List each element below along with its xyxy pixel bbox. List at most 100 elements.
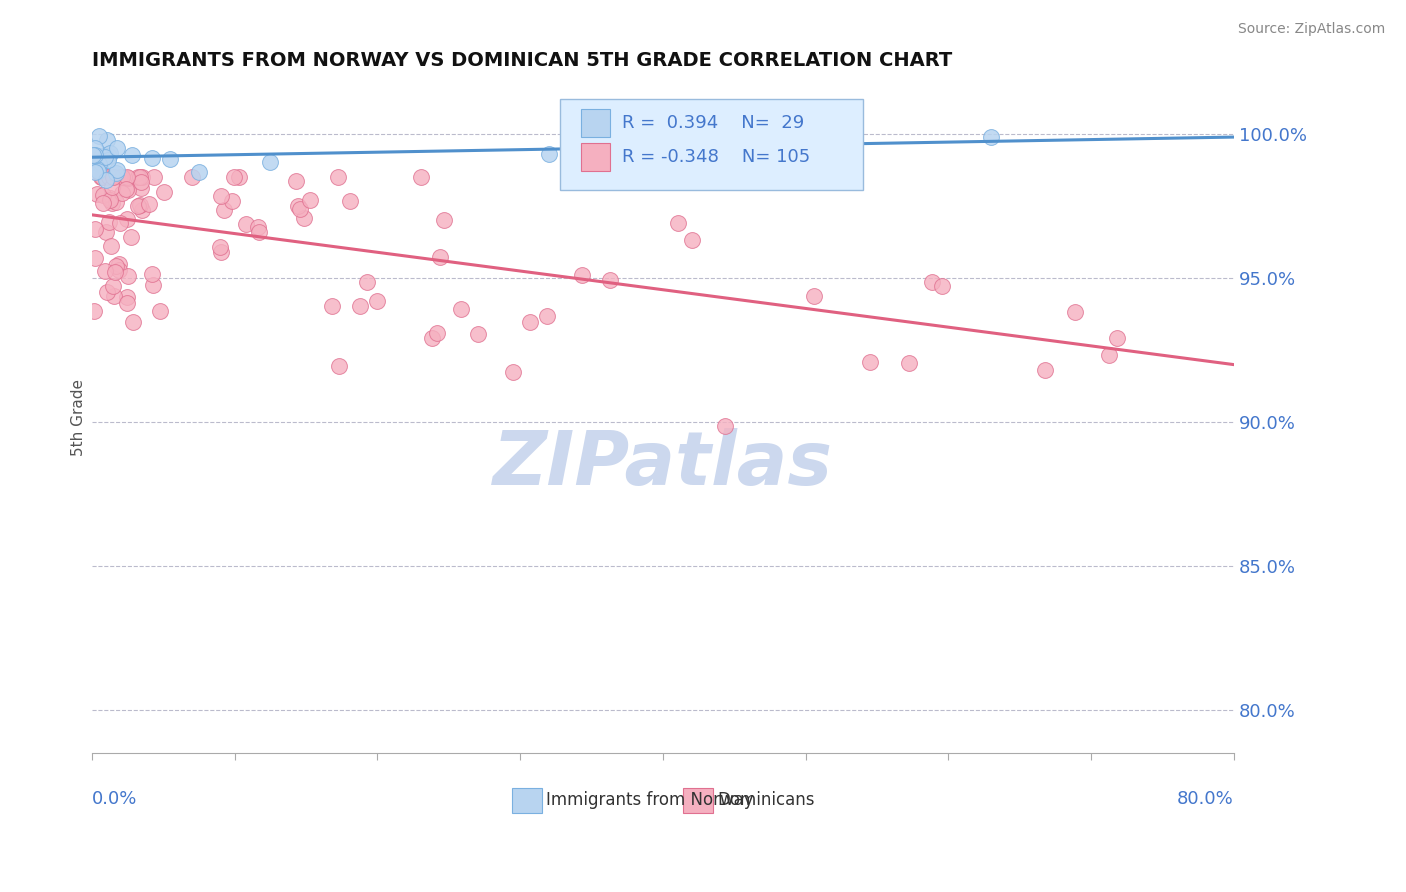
Point: [111, 186, 134, 200]
Point: [681, 233, 703, 247]
Point: [117, 171, 139, 186]
Point: [83, 304, 105, 318]
Point: [713, 419, 735, 434]
Point: [129, 181, 152, 195]
Point: [98, 215, 121, 229]
Point: [98, 170, 121, 185]
Point: [120, 229, 142, 244]
Point: [86, 162, 108, 177]
Point: [581, 129, 603, 144]
Point: [209, 188, 232, 202]
Point: [89, 157, 111, 171]
Point: [101, 196, 124, 211]
Point: [131, 170, 153, 185]
Point: [1033, 362, 1056, 376]
Point: [122, 315, 145, 329]
Point: [599, 273, 621, 287]
Point: [107, 257, 129, 271]
Point: [129, 175, 152, 189]
Point: [129, 170, 152, 185]
Point: [111, 170, 134, 185]
Point: [235, 217, 257, 231]
Point: [287, 199, 309, 213]
Point: [89, 128, 111, 143]
Point: [803, 289, 825, 303]
Point: [104, 259, 127, 273]
Point: [89, 157, 111, 171]
Point: [97, 149, 120, 163]
Point: [83, 252, 105, 266]
Point: [111, 170, 134, 185]
Point: [153, 185, 176, 199]
Point: [349, 299, 371, 313]
Text: R =  0.394    N=  29: R = 0.394 N= 29: [621, 114, 804, 132]
Point: [127, 199, 149, 213]
Point: [298, 193, 321, 207]
FancyBboxPatch shape: [683, 789, 713, 814]
Text: ZIPatlas: ZIPatlas: [492, 428, 832, 501]
Point: [101, 170, 124, 185]
Point: [426, 326, 449, 340]
Point: [121, 147, 143, 161]
Point: [129, 198, 152, 212]
Point: [82, 148, 104, 162]
Point: [98, 145, 121, 160]
Point: [84, 141, 107, 155]
Point: [519, 316, 541, 330]
Point: [159, 153, 181, 167]
Point: [288, 202, 311, 217]
Point: [94, 172, 117, 186]
Point: [921, 275, 943, 289]
Point: [115, 182, 138, 196]
FancyBboxPatch shape: [560, 99, 863, 190]
Point: [141, 268, 163, 282]
Point: [571, 268, 593, 282]
Point: [284, 174, 307, 188]
Point: [149, 304, 172, 318]
Text: Dominicans: Dominicans: [717, 791, 815, 809]
Point: [666, 216, 689, 230]
FancyBboxPatch shape: [581, 143, 610, 171]
Point: [247, 225, 270, 239]
Point: [131, 202, 153, 217]
Point: [187, 165, 209, 179]
Point: [90, 156, 112, 170]
Point: [117, 183, 139, 197]
Point: [86, 186, 108, 201]
Point: [259, 155, 281, 169]
Text: IMMIGRANTS FROM NORWAY VS DOMINICAN 5TH GRADE CORRELATION CHART: IMMIGRANTS FROM NORWAY VS DOMINICAN 5TH …: [91, 51, 952, 70]
Point: [91, 195, 114, 210]
Point: [97, 153, 120, 168]
Point: [83, 148, 105, 162]
Point: [108, 263, 131, 277]
Point: [100, 238, 122, 252]
Point: [214, 202, 236, 217]
Point: [87, 164, 110, 178]
Point: [94, 264, 117, 278]
Point: [91, 153, 114, 167]
Point: [228, 170, 250, 185]
Point: [1107, 330, 1129, 344]
Point: [467, 326, 489, 341]
Text: 80.0%: 80.0%: [1177, 790, 1234, 808]
Text: Immigrants from Norway: Immigrants from Norway: [547, 791, 754, 809]
Point: [181, 170, 204, 185]
FancyBboxPatch shape: [512, 789, 541, 814]
Point: [328, 170, 350, 185]
Point: [142, 277, 165, 292]
Point: [339, 194, 361, 208]
Point: [356, 275, 378, 289]
Point: [96, 133, 118, 147]
Point: [105, 195, 128, 210]
FancyBboxPatch shape: [581, 109, 610, 137]
Point: [117, 291, 139, 305]
Point: [141, 151, 163, 165]
Point: [859, 355, 882, 369]
Point: [110, 216, 132, 230]
Point: [104, 264, 127, 278]
Point: [105, 166, 128, 180]
Point: [91, 187, 114, 202]
Point: [94, 225, 117, 239]
Point: [536, 310, 558, 324]
Point: [98, 193, 121, 207]
